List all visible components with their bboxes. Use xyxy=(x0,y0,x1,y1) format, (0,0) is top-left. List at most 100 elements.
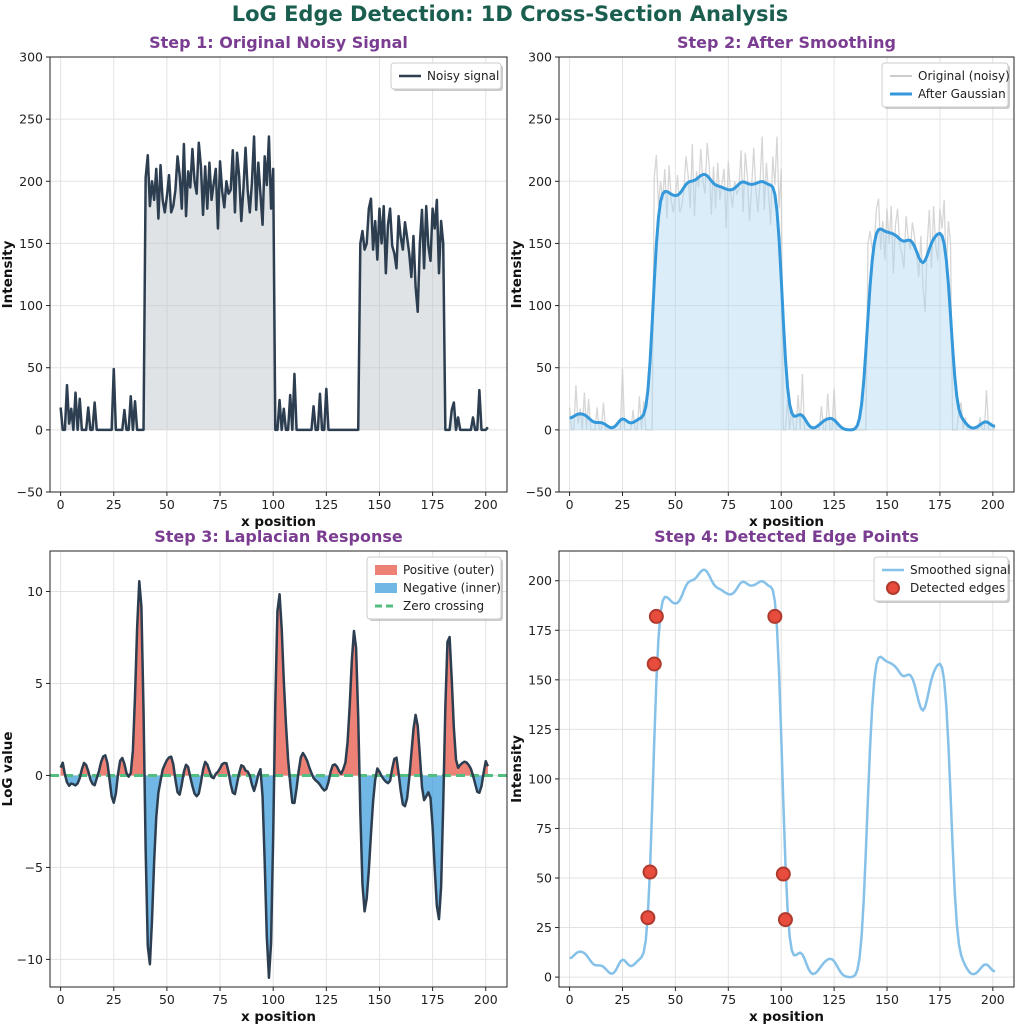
x-tick-label: 100 xyxy=(769,992,793,1007)
x-tick-label: 0 xyxy=(566,497,574,512)
y-axis-label: Intensity xyxy=(0,240,16,308)
x-tick-label: 100 xyxy=(261,497,285,512)
panel-title: Step 1: Original Noisy Signal xyxy=(149,33,408,52)
legend-swatch xyxy=(886,581,900,595)
panel-1: 0 25 50 75 100 125 150 175 200 −50 0 50 100 150 200 250… xyxy=(0,33,508,530)
x-tick-label: 25 xyxy=(106,497,122,512)
y-tick-label: 150 xyxy=(528,236,552,251)
y-tick-label: 10 xyxy=(27,584,43,599)
x-tick-label: 175 xyxy=(928,992,952,1007)
x-tick-label: 150 xyxy=(368,497,392,512)
detected-edge-point xyxy=(640,910,656,926)
x-tick-label: 0 xyxy=(57,497,65,512)
x-tick-label: 200 xyxy=(981,992,1005,1007)
x-tick-label: 75 xyxy=(720,992,736,1007)
y-axis-label: Intensity xyxy=(509,735,525,803)
legend-label: Positive (outer) xyxy=(403,563,494,577)
x-tick-label: 125 xyxy=(314,497,338,512)
plot-area xyxy=(568,136,996,432)
panel-3: 0 25 50 75 100 125 150 175 200 −10 −5 0 5 10 x positio… xyxy=(0,527,508,1024)
x-axis-label: x position xyxy=(749,514,824,530)
x-tick-label: 75 xyxy=(720,497,736,512)
y-tick-label: 200 xyxy=(19,174,43,189)
x-tick-label: 125 xyxy=(822,992,846,1007)
legend-label: Original (noisy) xyxy=(918,69,1010,83)
x-tick-label: 100 xyxy=(769,497,793,512)
y-tick-label: 100 xyxy=(528,771,552,786)
legend: Smoothed signal Detected edges xyxy=(873,556,1011,603)
y-tick-label: 150 xyxy=(19,236,43,251)
plot-area xyxy=(59,135,489,432)
x-axis-label: x position xyxy=(241,514,316,530)
panel-title: Step 3: Laplacian Response xyxy=(154,527,403,546)
y-tick-label: 50 xyxy=(27,360,43,375)
detected-edge-point xyxy=(777,912,793,928)
legend-box xyxy=(881,62,1009,108)
y-tick-label: 100 xyxy=(19,298,43,313)
axes-frame xyxy=(558,550,1015,988)
panel-2: 0 25 50 75 100 125 150 175 200 −50 0 50 100 150 200 250… xyxy=(509,33,1015,530)
y-tick-label: −50 xyxy=(526,485,552,500)
x-tick-label: 25 xyxy=(106,992,122,1007)
x-tick-label: 200 xyxy=(474,497,498,512)
x-tick-label: 200 xyxy=(981,497,1005,512)
legend: Noisy signal xyxy=(390,62,503,91)
x-tick-label: 200 xyxy=(474,992,498,1007)
y-tick-label: 5 xyxy=(35,676,43,691)
x-tick-label: 175 xyxy=(421,497,445,512)
detected-edge-point xyxy=(775,866,791,882)
legend-label: Negative (inner) xyxy=(403,581,501,595)
legend-swatch xyxy=(375,565,397,575)
y-axis-label: LoG value xyxy=(0,732,16,807)
panel-title: Step 2: After Smoothing xyxy=(677,33,896,52)
x-tick-label: 125 xyxy=(314,992,338,1007)
y-tick-label: 100 xyxy=(528,298,552,313)
y-tick-label: 150 xyxy=(528,672,552,687)
x-tick-label: 175 xyxy=(928,497,952,512)
y-axis-label: Intensity xyxy=(509,240,525,308)
legend-label: Noisy signal xyxy=(427,69,499,83)
x-axis-label: x position xyxy=(749,1009,824,1024)
x-tick-label: 75 xyxy=(212,992,228,1007)
y-tick-label: 125 xyxy=(528,722,552,737)
y-tick-label: −10 xyxy=(17,952,43,967)
y-tick-label: 300 xyxy=(528,50,552,65)
detected-edge-point xyxy=(767,608,783,624)
x-tick-label: 0 xyxy=(57,992,65,1007)
x-tick-label: 0 xyxy=(566,992,574,1007)
legend-label: Detected edges xyxy=(910,581,1005,595)
legend-box xyxy=(390,62,502,90)
y-tick-label: 250 xyxy=(528,112,552,127)
x-tick-label: 50 xyxy=(159,497,175,512)
legend-label: Zero crossing xyxy=(403,599,484,613)
x-tick-label: 150 xyxy=(875,497,899,512)
x-tick-label: 50 xyxy=(667,992,683,1007)
x-tick-label: 125 xyxy=(822,497,846,512)
x-axis-label: x position xyxy=(241,1009,316,1024)
y-tick-label: 25 xyxy=(536,920,552,935)
y-tick-label: 50 xyxy=(536,360,552,375)
x-tick-label: 75 xyxy=(212,497,228,512)
figure-title: LoG Edge Detection: 1D Cross-Section Ana… xyxy=(231,2,789,26)
detected-edge-point xyxy=(642,864,658,880)
series-smoothed-signal xyxy=(569,568,996,979)
x-tick-label: 50 xyxy=(159,992,175,1007)
x-tick-label: 150 xyxy=(875,992,899,1007)
y-tick-label: 0 xyxy=(35,422,43,437)
y-tick-label: 200 xyxy=(528,573,552,588)
y-tick-label: −5 xyxy=(25,860,43,875)
y-tick-label: 50 xyxy=(536,871,552,886)
x-tick-label: 25 xyxy=(615,992,631,1007)
y-tick-label: −50 xyxy=(17,485,43,500)
axes-frame xyxy=(558,56,1015,493)
x-tick-label: 175 xyxy=(421,992,445,1007)
legend: Original (noisy) After Gaussian xyxy=(881,62,1010,109)
y-tick-label: 0 xyxy=(35,768,43,783)
panel-4: 0 25 50 75 100 125 150 175 200 0 25 50 75 100 125 150 17… xyxy=(509,527,1015,1024)
legend: Positive (outer) Negative (inner) Zero cro… xyxy=(366,556,503,621)
noisy-signal-fill xyxy=(60,136,488,430)
legend-box xyxy=(873,556,1009,602)
legend-box xyxy=(366,556,502,620)
